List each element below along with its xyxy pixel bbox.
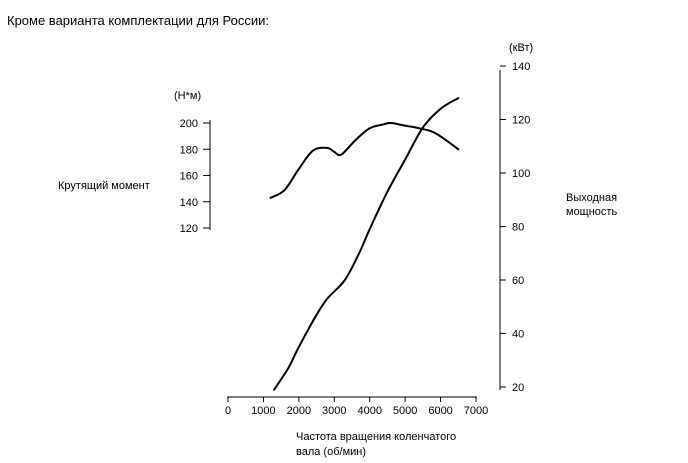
rpm-axis: 0 1000 2000 3000 4000 5000 6000 7000 xyxy=(225,396,488,417)
power-tick-label: 20 xyxy=(512,382,524,394)
power-axis: 20 40 60 80 100 120 140 xyxy=(499,61,530,394)
power-axis-title-line1: Выходная xyxy=(566,192,617,204)
power-tick-label: 60 xyxy=(512,275,524,287)
power-tick-label: 120 xyxy=(512,115,530,127)
rpm-axis-title-line1: Частота вращения коленчатого xyxy=(296,431,456,443)
power-curve xyxy=(273,97,460,391)
power-tick-label: 40 xyxy=(512,329,524,341)
torque-tick-label: 180 xyxy=(180,144,198,156)
rpm-tick-label: 3000 xyxy=(322,405,346,417)
rpm-tick-label: 6000 xyxy=(428,405,452,417)
rpm-tick-label: 0 xyxy=(225,405,231,417)
rpm-tick-label: 7000 xyxy=(464,405,488,417)
torque-tick-label: 160 xyxy=(180,171,198,183)
torque-axis: 120 140 160 180 200 xyxy=(180,118,211,235)
rpm-axis-title-line2: вала (об/мин) xyxy=(296,446,366,458)
torque-tick-label: 200 xyxy=(180,118,198,130)
power-tick-label: 100 xyxy=(512,168,530,180)
torque-tick-label: 120 xyxy=(180,223,198,235)
torque-unit-label: (Н*м) xyxy=(174,90,201,102)
power-axis-title-line2: мощность xyxy=(566,206,617,218)
rpm-tick-label: 2000 xyxy=(287,405,311,417)
rpm-tick-label: 1000 xyxy=(251,405,275,417)
rpm-tick-label: 5000 xyxy=(393,405,417,417)
torque-axis-title: Крутящий момент xyxy=(58,180,150,192)
power-tick-label: 80 xyxy=(512,222,524,234)
page-heading: Кроме варианта комплектации для России: xyxy=(7,13,269,28)
series-layer xyxy=(269,97,460,391)
power-unit-label: (кВт) xyxy=(509,42,533,54)
rpm-tick-label: 4000 xyxy=(357,405,381,417)
torque-curve xyxy=(269,121,460,199)
power-tick-label: 140 xyxy=(512,61,530,73)
torque-tick-label: 140 xyxy=(180,197,198,209)
